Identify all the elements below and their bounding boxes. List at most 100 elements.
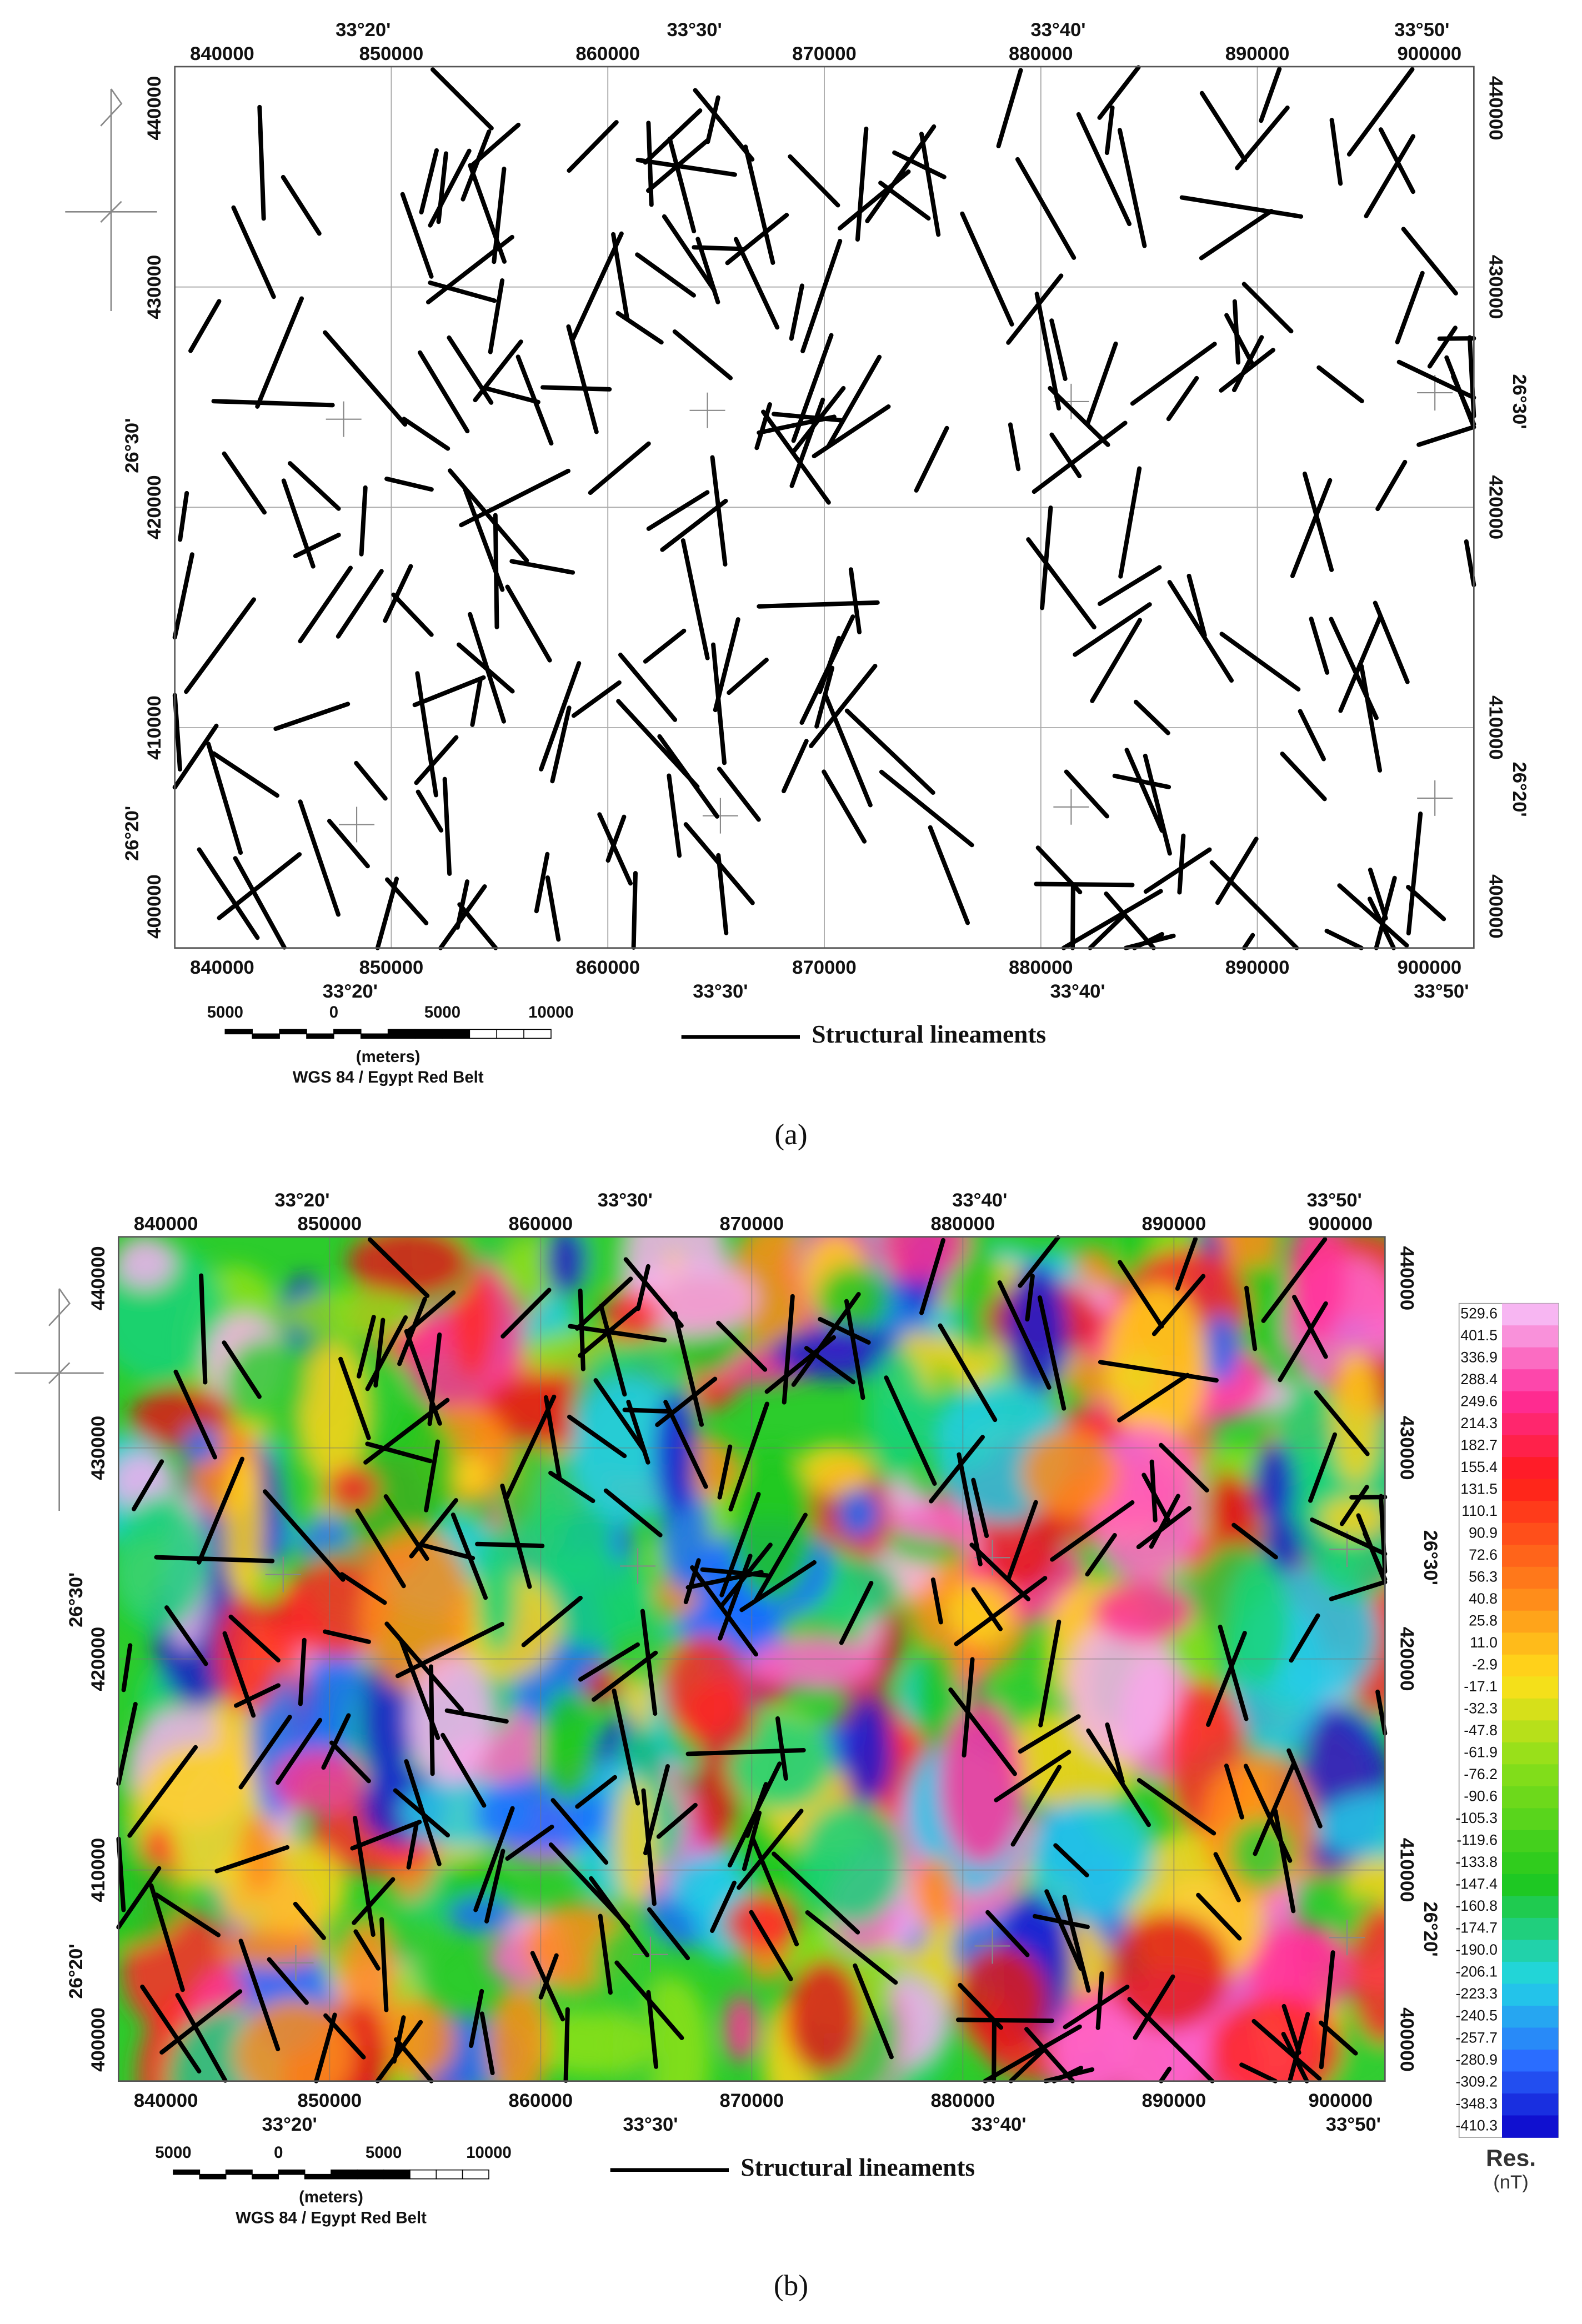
anomaly-blob [1092,1580,1194,1643]
lineament [427,1332,442,1426]
lineament [1241,282,1294,334]
lineament [1008,422,1021,472]
colorbar-label: -61.9 [1464,1744,1498,1761]
easting-label: 860000 [509,1213,573,1234]
scale-bar-segment [387,1029,416,1039]
scale-bar-segment [357,2169,384,2180]
lineament [116,1836,126,1912]
colorbar-swatch [1502,1479,1559,1502]
lineament [1253,1761,1296,1856]
colorbar-label: 131.5 [1460,1481,1498,1497]
colorbar-swatch [1502,2027,1559,2050]
lineament [817,635,842,694]
crosshair [326,401,362,437]
northing-label: 410000 [1485,695,1506,760]
lineament [384,1621,464,1712]
longitude-label: 33°50' [1394,19,1449,41]
longitude-label: 33°30' [693,981,748,1002]
colorbar-label: -223.3 [1455,1985,1498,2002]
lineament [750,1837,799,1947]
lineament [567,120,619,173]
lineament [969,1542,1031,1601]
lineament [1104,891,1156,950]
lineament [1177,833,1186,895]
lineament [772,1851,860,1935]
anomaly-blob [223,1339,308,1426]
lineament [1346,67,1415,157]
northing-label: 430000 [144,255,165,319]
lineament [409,1498,458,1559]
lineament [419,148,439,215]
lineament [1117,1373,1190,1423]
lineament [1044,1889,1083,1971]
lineament [578,1288,585,1371]
lineament [1130,342,1217,406]
lineament [257,104,266,221]
lineament [1124,748,1164,833]
crosshair [689,392,725,428]
lineament [492,166,507,264]
lineament [197,847,260,940]
easting-label: 890000 [1225,957,1290,978]
northing-label: 420000 [88,1627,109,1691]
lineament [121,1643,133,1692]
scale-bar-segment [304,2173,332,2180]
easting-label: 880000 [931,2090,995,2111]
lineament [827,354,882,448]
colorbar-swatch [1502,2071,1559,2094]
lineament [743,144,775,265]
lineament [1464,539,1476,588]
lineament [919,132,941,237]
longitude-label: 33°40' [971,2114,1026,2135]
lineament [255,296,304,409]
lineament [231,205,276,299]
lineament [878,181,931,221]
scale-bar-segment [414,1029,443,1039]
lineament [855,126,869,242]
northing-label: 440000 [1485,76,1506,141]
scale-unit: (meters) [356,1048,420,1066]
colorbar-label: 288.4 [1460,1371,1498,1388]
lineament [385,877,429,925]
colorbar-swatch [1502,1786,1559,1809]
lineament [505,1824,554,1861]
scale-bar-segment [442,1029,470,1039]
lineament [1152,1274,1206,1336]
lineament [1224,313,1255,367]
colorbar-label: -133.8 [1455,1854,1498,1870]
lineament [865,124,937,223]
lineament [1235,105,1290,171]
lineament [263,1489,346,1582]
lineament [1118,1260,1164,1329]
anomaly-blob [1067,1618,1177,1759]
north-arrow [14,1288,104,1511]
lineament [500,1483,532,1589]
lineament [395,1621,504,1679]
lineament [1273,1809,1296,1914]
lineament [1206,1631,1247,1727]
northing-label: 420000 [144,475,165,540]
scale-bar-segment [252,1033,280,1039]
colorbar-label: -206.1 [1455,1964,1498,1980]
scale-bar-segment [469,1029,498,1039]
lineament [757,600,880,609]
easting-label: 880000 [931,1213,995,1234]
anomaly-blob [214,1839,347,1937]
lineament [853,1963,894,2060]
lineament [298,565,353,644]
easting-label: 850000 [359,43,424,64]
lineament [656,1802,698,1839]
lineament [1359,664,1383,773]
lineament [725,213,789,266]
colorbar-swatch [1502,1742,1559,1765]
lineament [354,760,388,801]
lineament [1006,1500,1038,1582]
lineament [1175,1236,1198,1291]
projection-label: WGS 84 / Egypt Red Belt [293,1068,484,1086]
lineament [1278,1301,1328,1383]
lineament [238,1715,292,1790]
scale-bar-segment [523,1029,552,1039]
lineament [640,1609,658,1716]
lineament [1010,1765,1062,1847]
lineament [383,564,413,623]
